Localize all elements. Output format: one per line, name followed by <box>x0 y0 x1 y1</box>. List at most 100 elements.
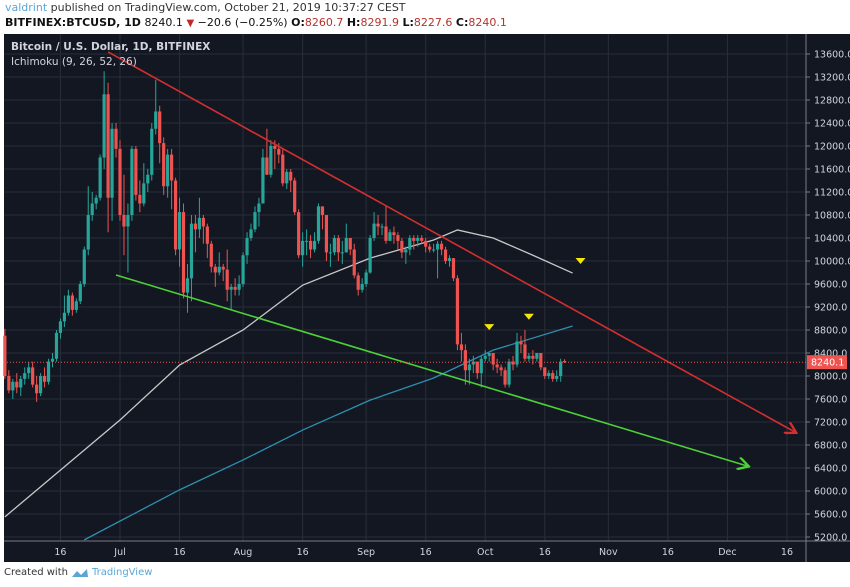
y-tick-label: 13200.0 <box>814 73 850 84</box>
candle <box>404 246 408 264</box>
legend-indicator[interactable]: Ichimoku (9, 26, 52, 26) <box>11 56 137 68</box>
candle-body <box>46 361 51 382</box>
created-with-text: Created with <box>4 567 68 578</box>
yellow-triangle-marker-icon <box>484 324 495 331</box>
y-tick-label: 12800.0 <box>814 96 850 107</box>
candle-body <box>364 272 368 284</box>
y-tick-label: 7600.0 <box>814 395 847 406</box>
candle-body <box>380 226 384 228</box>
candle-body <box>130 148 134 215</box>
candle-body <box>527 355 531 359</box>
candle-body <box>372 223 376 238</box>
candle-body <box>118 148 122 215</box>
candle-body <box>54 332 59 359</box>
candle <box>11 378 15 399</box>
candle <box>519 335 523 353</box>
candle <box>241 252 245 287</box>
footer: Created with TradingView <box>4 567 152 578</box>
candle-body <box>328 252 333 254</box>
candle-body <box>535 353 539 359</box>
candle <box>66 289 70 316</box>
candle <box>559 358 563 382</box>
candle <box>380 223 384 236</box>
tradingview-link[interactable]: TradingView <box>91 567 153 578</box>
candle-body <box>293 180 297 213</box>
candle-body <box>42 376 47 382</box>
candle <box>392 226 396 244</box>
candle <box>352 243 356 279</box>
candle <box>269 140 273 178</box>
x-tick-label: 16 <box>297 547 309 558</box>
candle-body <box>86 215 90 250</box>
x-tick-label: Nov <box>599 547 618 558</box>
candle-body <box>531 355 535 359</box>
candle <box>320 206 325 230</box>
candle-body <box>213 266 217 273</box>
candle <box>162 137 166 195</box>
candle <box>281 148 285 187</box>
candle <box>451 258 456 282</box>
publish-info: valdrint published on TradingView.com, O… <box>5 1 406 14</box>
candle-body <box>269 146 273 175</box>
candle-body <box>563 361 567 363</box>
candle <box>376 215 380 236</box>
y-tick-label: 12400.0 <box>814 119 850 130</box>
candle <box>432 243 436 253</box>
high-value: 8291.9 <box>360 16 399 29</box>
candle-body <box>408 238 412 250</box>
candle <box>94 194 98 210</box>
candle-body <box>348 238 352 250</box>
candle-body <box>340 252 344 254</box>
candle-body <box>499 367 503 371</box>
candle <box>487 353 491 362</box>
candle <box>229 284 233 310</box>
high-label: H: <box>346 16 361 29</box>
candle <box>170 148 174 210</box>
candle-body <box>479 358 483 374</box>
candle <box>173 177 178 256</box>
candle-body <box>181 212 186 293</box>
candle-body <box>551 373 555 379</box>
candle-body <box>336 238 340 253</box>
candle <box>102 71 106 169</box>
candle <box>384 206 388 244</box>
x-tick-label: Sep <box>357 547 375 558</box>
candle-body <box>229 286 233 290</box>
x-tick-label: 16 <box>174 547 186 558</box>
candle-body <box>507 361 511 385</box>
y-tick-label: 8400.0 <box>814 349 847 360</box>
candle <box>166 148 170 198</box>
y-tick-label: 6000.0 <box>814 487 847 498</box>
price-change: −20.6 (−0.25%) <box>197 16 288 29</box>
candle-body <box>134 148 138 195</box>
candle-body <box>241 255 245 284</box>
candle <box>122 174 126 256</box>
x-tick-label: Dec <box>718 547 736 558</box>
candle <box>447 255 452 267</box>
candle <box>90 192 94 221</box>
candle <box>297 209 301 259</box>
candle-body <box>412 238 416 241</box>
candle <box>547 370 551 379</box>
y-tick-label: 9600.0 <box>814 280 847 291</box>
author-link[interactable]: valdrint <box>5 1 48 14</box>
candle-body <box>424 240 428 247</box>
chart-legend: Bitcoin / U.S. Dollar, 1D, BITFINEX Ichi… <box>11 40 210 70</box>
candle <box>483 350 487 362</box>
candle-body <box>515 341 519 365</box>
y-tick-label: 13600.0 <box>814 50 850 61</box>
candle <box>507 358 511 388</box>
candle-body <box>324 215 329 253</box>
open-value: 8260.7 <box>304 16 344 29</box>
candle <box>245 232 249 264</box>
candle <box>39 373 43 397</box>
candle-body <box>31 367 35 385</box>
candle <box>360 278 364 293</box>
candle-body <box>416 238 420 241</box>
candle <box>58 318 63 339</box>
candle-body <box>225 269 229 290</box>
symbol-label: BITFINEX:BTCUSD, 1D <box>5 16 141 29</box>
candle-body <box>439 243 444 250</box>
candle <box>253 206 257 233</box>
